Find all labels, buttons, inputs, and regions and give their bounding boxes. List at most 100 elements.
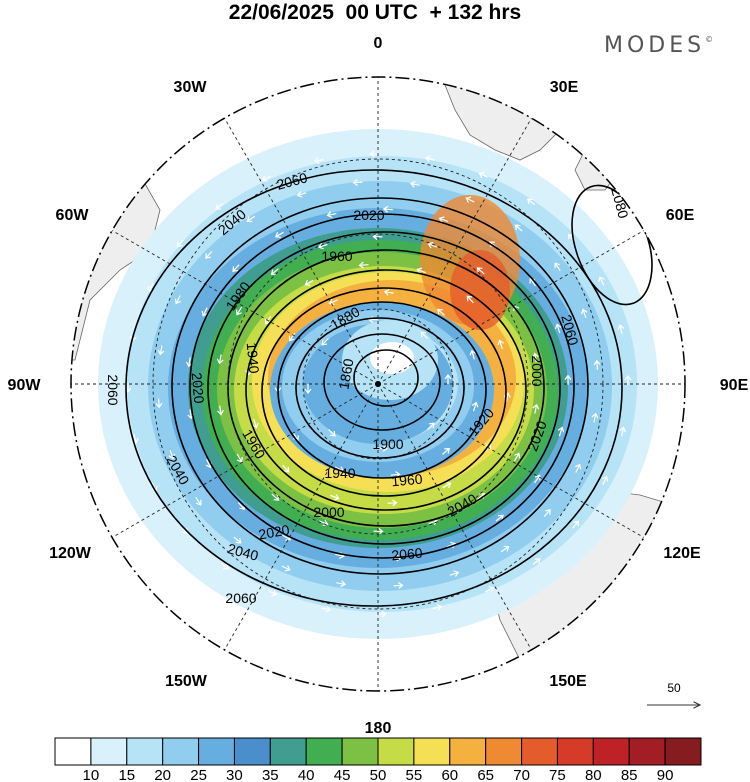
wind-arrow: [554, 262, 561, 272]
wind-arrow: [485, 586, 495, 593]
wind-reference-label: 50: [667, 681, 681, 695]
wind-arrow: [387, 499, 398, 507]
longitude-label: 150W: [165, 673, 208, 690]
wind-arrow: [205, 251, 213, 259]
wind-arrow: [564, 374, 572, 385]
contour-label: 2060: [391, 545, 424, 564]
wind-arrow: [304, 384, 312, 394]
wind-arrow: [580, 308, 588, 319]
wind-arrow: [326, 211, 337, 219]
wind-arrow: [425, 155, 435, 163]
wind-arrow: [216, 354, 224, 365]
colorbar-swatch: [556, 737, 594, 766]
colorbar-tick-label: 55: [406, 767, 423, 782]
wind-arrow: [438, 216, 449, 223]
wind-reference-arrow: 50: [647, 681, 700, 705]
longitude-label: 60E: [666, 207, 695, 224]
wind-arrow: [372, 233, 383, 241]
colorbar-tick-label: 80: [585, 767, 602, 782]
wind-arrow: [471, 401, 479, 412]
wind-arrow: [575, 463, 582, 473]
wind-arrow: [328, 429, 336, 437]
wind-arrow: [232, 264, 240, 273]
longitude-label: 0: [374, 35, 383, 52]
wind-arrow: [174, 295, 181, 305]
wind-arrow: [281, 565, 291, 572]
longitude-labels: 0 30E 60E 90E 120E 150E 180 150W 120W 90W 60W 30W: [8, 35, 749, 737]
wind-arrow: [176, 239, 184, 248]
contour-label: 2060: [105, 374, 121, 405]
colorbar-swatch: [377, 737, 415, 766]
colorbar-tick-label: 20: [154, 767, 171, 782]
brand-logo: MODES©: [604, 33, 714, 58]
wind-arrow: [432, 603, 443, 611]
contour-label: 2060: [558, 313, 582, 347]
wind-arrow: [593, 359, 601, 370]
wind-arrow: [382, 205, 393, 213]
contour-label: 2040: [226, 540, 260, 564]
wind-arrow: [572, 520, 580, 529]
wind-arrow: [601, 475, 609, 486]
wind-arrow: [619, 426, 627, 437]
map-boundary: [70, 76, 686, 692]
graticule: [71, 77, 685, 691]
wind-arrow: [321, 605, 331, 613]
wind-arrow: [495, 514, 504, 522]
wind-arrow: [427, 241, 438, 249]
wind-arrow: [330, 493, 340, 501]
wind-arrow: [321, 338, 329, 346]
contour-label: 2020: [257, 521, 291, 542]
wind-arrow: [274, 231, 284, 238]
wind-arrow: [469, 349, 477, 360]
wind-arrow: [246, 215, 256, 223]
height-contour: [207, 231, 561, 545]
colorbar-swatch: [269, 737, 307, 766]
colorbar-tick-label: 90: [657, 767, 674, 782]
contour-label: 2080: [608, 186, 632, 220]
colorbar-tick-label: 35: [262, 767, 279, 782]
colorbar-tick-label: 40: [298, 767, 315, 782]
colorbar-swatch: [233, 737, 271, 766]
wind-arrow: [532, 352, 539, 363]
height-contour: [323, 333, 441, 431]
longitude-label: 180: [365, 720, 392, 737]
colorbar-tick-label: 15: [118, 767, 135, 782]
height-contour: [261, 287, 507, 497]
colorbar-swatch: [305, 737, 343, 766]
wind-arrow: [352, 179, 363, 186]
wind-arrow: [313, 157, 324, 165]
wind-arrow: [268, 589, 278, 597]
wind-arrow: [554, 323, 562, 334]
wind-arrow: [215, 203, 224, 210]
contour-label: 1960: [321, 248, 352, 264]
wind-arrow: [478, 171, 488, 179]
wind-vector-field: [124, 150, 632, 618]
wind-arrow: [617, 324, 625, 335]
wind-arrow: [358, 261, 369, 269]
wind-arrow: [393, 582, 404, 589]
colorbar: 10 15 20 25 30 35 40 45 50 55 60 65 70 75 80 85 90: [54, 737, 702, 782]
wind-arrow: [288, 332, 296, 342]
height-contour: [227, 249, 545, 527]
colorbar-tick-label: 60: [441, 767, 458, 782]
contour-label: 1940: [324, 465, 355, 481]
wind-arrow: [514, 224, 523, 232]
height-contour: [353, 349, 419, 407]
pole-marker: [375, 381, 381, 387]
height-contour: [171, 197, 589, 575]
wind-arrow: [383, 288, 394, 296]
contour-label: 2020: [353, 207, 384, 223]
geopotential-contours: [125, 169, 653, 607]
wind-arrow: [591, 412, 599, 423]
wind-arrow: [543, 509, 551, 517]
contour-label: 2060: [225, 590, 256, 606]
colorbar-tick-label: 25: [190, 767, 207, 782]
colorbar-swatch: [90, 737, 128, 766]
height-contour: [245, 269, 527, 511]
colorbar-swatch: [592, 737, 630, 766]
wind-arrow: [534, 474, 541, 484]
wind-arrow: [476, 267, 485, 275]
wind-arrow: [271, 493, 280, 501]
height-contour: [125, 169, 623, 607]
wind-arrow: [318, 519, 329, 527]
